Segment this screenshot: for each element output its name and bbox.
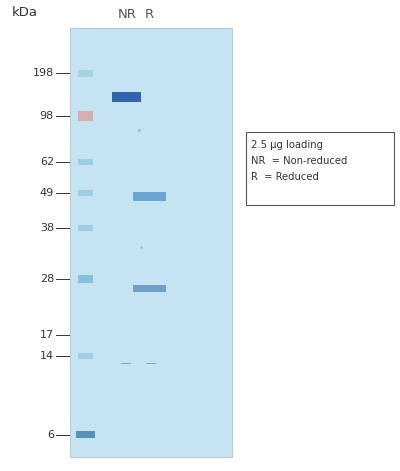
Text: 49: 49 [40, 188, 54, 198]
Text: R: R [145, 8, 154, 21]
Text: 98: 98 [40, 111, 54, 121]
Text: 17: 17 [40, 330, 54, 340]
Bar [78, 225, 93, 231]
Text: 198: 198 [33, 68, 54, 78]
Text: 6: 6 [47, 430, 54, 439]
Bar [246, 132, 394, 205]
Bar [78, 275, 93, 283]
Bar [78, 190, 93, 196]
Bar [133, 193, 166, 201]
Bar [78, 353, 93, 359]
Text: 38: 38 [40, 223, 54, 233]
Text: 62: 62 [40, 157, 54, 167]
Text: kDa: kDa [12, 6, 38, 19]
Bar [76, 430, 95, 439]
Text: 14: 14 [40, 351, 54, 361]
Text: 2.5 μg loading
NR  = Non-reduced
R  = Reduced: 2.5 μg loading NR = Non-reduced R = Redu… [251, 140, 347, 181]
Bar [133, 285, 166, 292]
Bar [112, 92, 141, 102]
Bar [70, 28, 232, 457]
Bar [78, 111, 93, 122]
Text: 28: 28 [40, 274, 54, 284]
Text: NR: NR [117, 8, 136, 21]
Bar [78, 70, 93, 77]
Bar [78, 159, 93, 165]
